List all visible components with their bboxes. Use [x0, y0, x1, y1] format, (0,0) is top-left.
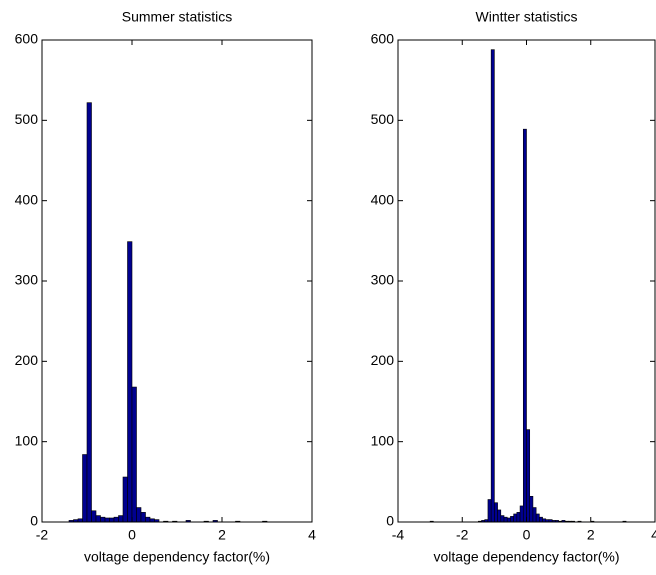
bar	[522, 128, 527, 523]
y-tick-label: 100	[15, 432, 39, 448]
bar	[490, 49, 495, 523]
chart-title: Wintter statistics	[476, 9, 578, 25]
bar	[510, 516, 514, 523]
bar	[109, 517, 115, 523]
bar	[127, 241, 133, 523]
x-tick-label: -4	[392, 527, 405, 543]
bar	[506, 517, 511, 523]
bar	[539, 516, 543, 523]
x-tick-label: 4	[651, 527, 656, 543]
bar	[140, 512, 146, 523]
x-tick-label: 2	[587, 527, 595, 543]
y-tick-label: 400	[15, 191, 39, 207]
bar	[494, 502, 498, 523]
bar	[100, 516, 106, 523]
x-tick-label: 0	[128, 527, 136, 543]
bar	[487, 499, 492, 523]
chart-title: Summer statistics	[122, 9, 232, 25]
x-tick-label: 4	[308, 527, 316, 543]
x-axis-label: voltage dependency factor(%)	[434, 549, 620, 565]
y-tick-label: 200	[371, 352, 395, 368]
bar	[82, 454, 88, 523]
x-tick-label: 0	[523, 527, 531, 543]
bar	[136, 507, 142, 523]
bar	[118, 515, 124, 523]
bar	[513, 513, 518, 523]
bar	[91, 510, 97, 523]
x-tick-label: -2	[456, 527, 469, 543]
y-tick-label: 0	[30, 513, 38, 529]
bar	[526, 429, 531, 523]
y-tick-label: 100	[371, 432, 395, 448]
bar	[122, 476, 128, 523]
bar	[532, 507, 537, 523]
y-tick-label: 500	[371, 111, 395, 127]
bar	[95, 515, 101, 523]
x-tick-label: -2	[36, 527, 49, 543]
y-tick-label: 300	[371, 272, 395, 288]
x-tick-label: 2	[218, 527, 226, 543]
x-axis-label: voltage dependency factor(%)	[84, 549, 270, 565]
bar	[503, 516, 508, 523]
bar	[516, 512, 521, 523]
bar	[529, 495, 534, 523]
bar	[535, 513, 540, 523]
bar	[500, 515, 505, 523]
y-tick-label: 300	[15, 272, 39, 288]
bar	[131, 386, 137, 523]
bar	[104, 517, 110, 523]
y-tick-label: 500	[15, 111, 39, 127]
bar	[86, 102, 92, 523]
bar	[113, 516, 119, 523]
y-tick-label: 0	[386, 513, 394, 529]
y-tick-label: 200	[15, 352, 39, 368]
axes-box	[41, 39, 313, 523]
bar	[497, 509, 502, 523]
y-tick-label: 400	[371, 191, 395, 207]
bar	[145, 516, 151, 523]
y-tick-label: 600	[371, 31, 395, 47]
y-tick-label: 600	[15, 31, 39, 47]
bar	[519, 505, 524, 523]
